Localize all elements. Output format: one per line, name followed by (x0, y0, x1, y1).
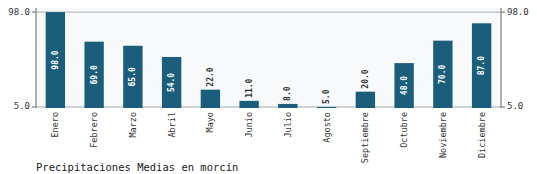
y-axis-line (36, 8, 37, 108)
data-label: 65.0 (128, 67, 137, 86)
chart: 5.0 5.0 98.0 98.0 98.0 69.0 65.0 54.0 22.0 11.0 8.… (0, 0, 537, 174)
x-tick-label: Junio (244, 112, 254, 138)
data-label: 48.0 (400, 76, 409, 95)
y-tick-label: 5.0 (14, 101, 30, 111)
x-tick-label: Febrero (89, 112, 99, 148)
y-tick (32, 106, 36, 107)
bar (394, 63, 413, 108)
data-label: 22.0 (206, 67, 215, 86)
bar (433, 41, 452, 108)
y2-tick-label: 98.0 (507, 7, 529, 17)
y-tick-label: 98.0 (8, 7, 30, 17)
bar (84, 42, 103, 108)
bar (201, 90, 220, 108)
y2-axis-line (501, 8, 502, 108)
y-tick (32, 12, 36, 13)
x-tick-label: Noviembre (438, 112, 448, 158)
data-label: 70.0 (438, 65, 447, 84)
data-label: 5.0 (322, 89, 331, 104)
data-label: 20.0 (361, 69, 370, 88)
y2-tick (501, 12, 505, 13)
bar (278, 104, 297, 108)
x-tick-label: Abril (167, 112, 177, 138)
x-tick-label: Enero (50, 112, 60, 138)
x-tick-label: Julio (283, 112, 293, 138)
x-tick-label: Octubre (399, 112, 409, 148)
bars (46, 12, 492, 108)
x-tick-label: Marzo (128, 112, 138, 138)
grid (36, 12, 501, 107)
bar (356, 92, 375, 108)
data-label: 8.0 (283, 86, 292, 101)
x-tick-label: Mayo (205, 112, 215, 132)
y2-tick (501, 106, 505, 107)
data-label: 87.0 (477, 56, 486, 75)
grid-line (36, 12, 501, 13)
x-tick-label: Diciembre (477, 112, 487, 158)
title: Precipitaciones Medias en morcin (36, 161, 238, 173)
data-label: 69.0 (90, 65, 99, 84)
x-tick-label: Septiembre (360, 112, 370, 163)
grid-line (36, 106, 501, 107)
bar (472, 23, 491, 108)
bar (317, 107, 336, 108)
plot-background (36, 8, 501, 108)
bar (239, 101, 258, 108)
bar (162, 57, 181, 108)
bar (123, 46, 142, 108)
data-label: 54.0 (167, 73, 176, 92)
data-label: 98.0 (51, 50, 60, 69)
bar (46, 12, 65, 108)
y2-tick-label: 5.0 (507, 101, 523, 111)
chart-container: 5.0 5.0 98.0 98.0 98.0 69.0 65.0 54.0 22.0 11.0 8.… (0, 0, 537, 174)
data-label: 11.0 (245, 78, 254, 97)
x-tick-label: Agosto (322, 112, 332, 143)
